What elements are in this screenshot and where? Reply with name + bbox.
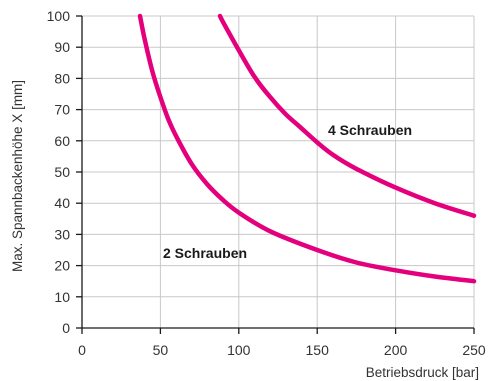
- grid: [82, 15, 475, 328]
- y-tick-labels: 0 10 20 30 40 50 60 70 80 90 100: [47, 8, 82, 336]
- series-lines: [137, 13, 477, 284]
- y-axis-label: Max. Spannbackenhöhe X [mm]: [10, 80, 25, 272]
- x-tick-label-0: 0: [78, 342, 86, 358]
- x-tick-labels: 0 50 100 150 200 250: [78, 328, 486, 358]
- y-tick-label-6: 60: [54, 133, 70, 149]
- y-tick-label-1: 10: [54, 289, 70, 305]
- y-tick-label-9: 90: [54, 39, 70, 55]
- y-tick-label-7: 70: [54, 102, 70, 118]
- x-tick-label-1: 50: [153, 342, 169, 358]
- x-tick-label-4: 200: [384, 342, 408, 358]
- x-tick-label-2: 100: [227, 342, 251, 358]
- series-label-4-schrauben: 4 Schrauben: [328, 122, 412, 138]
- y-tick-label-8: 80: [54, 70, 70, 86]
- y-tick-label-4: 40: [54, 195, 70, 211]
- x-axis-label: Betriebsdruck [bar]: [366, 365, 479, 380]
- series-labels: 2 Schrauben 4 Schrauben: [163, 122, 412, 261]
- y-tick-label-10: 100: [47, 8, 71, 24]
- y-tick-label-0: 0: [62, 320, 70, 336]
- y-tick-label-5: 50: [54, 164, 70, 180]
- series-line-2-schrauben: [137, 13, 477, 284]
- series-line-4-schrauben: [217, 13, 477, 218]
- x-tick-label-5: 250: [462, 342, 486, 358]
- y-tick-label-2: 20: [54, 258, 70, 274]
- y-tick-label-3: 30: [54, 226, 70, 242]
- series-label-2-schrauben: 2 Schrauben: [163, 245, 247, 261]
- x-tick-label-3: 150: [306, 342, 330, 358]
